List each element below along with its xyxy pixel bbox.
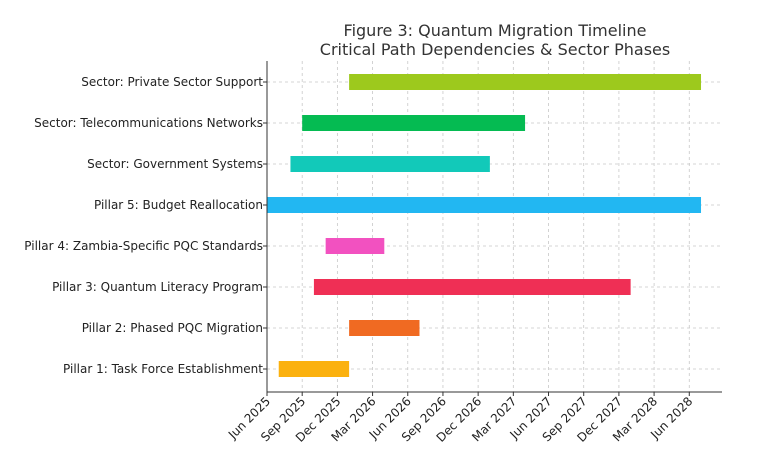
y-tick-label: Pillar 4: Zambia-Specific PQC Standards (24, 239, 263, 253)
y-tick-label: Sector: Government Systems (87, 157, 263, 171)
bars (267, 74, 702, 377)
gantt-bar (349, 320, 420, 336)
y-tick-label: Pillar 5: Budget Reallocation (94, 198, 263, 212)
gantt-bar (325, 238, 385, 254)
gantt-bar (349, 74, 702, 90)
gantt-bar (278, 361, 350, 377)
y-tick-label: Sector: Private Sector Support (81, 75, 263, 89)
gantt-bar (313, 279, 631, 295)
grid (266, 61, 722, 392)
y-tick-label: Pillar 1: Task Force Establishment (63, 362, 263, 376)
gantt-bar (290, 156, 490, 172)
chart-subtitle: Critical Path Dependencies & Sector Phas… (320, 40, 670, 59)
y-tick-label: Pillar 2: Phased PQC Migration (82, 321, 263, 335)
chart-title: Figure 3: Quantum Migration Timeline (344, 21, 647, 40)
y-tick-label: Sector: Telecommunications Networks (34, 116, 263, 130)
axes (266, 61, 722, 393)
gantt-bar (267, 197, 702, 213)
y-tick-label: Pillar 3: Quantum Literacy Program (52, 280, 263, 294)
gantt-bar (302, 115, 526, 131)
